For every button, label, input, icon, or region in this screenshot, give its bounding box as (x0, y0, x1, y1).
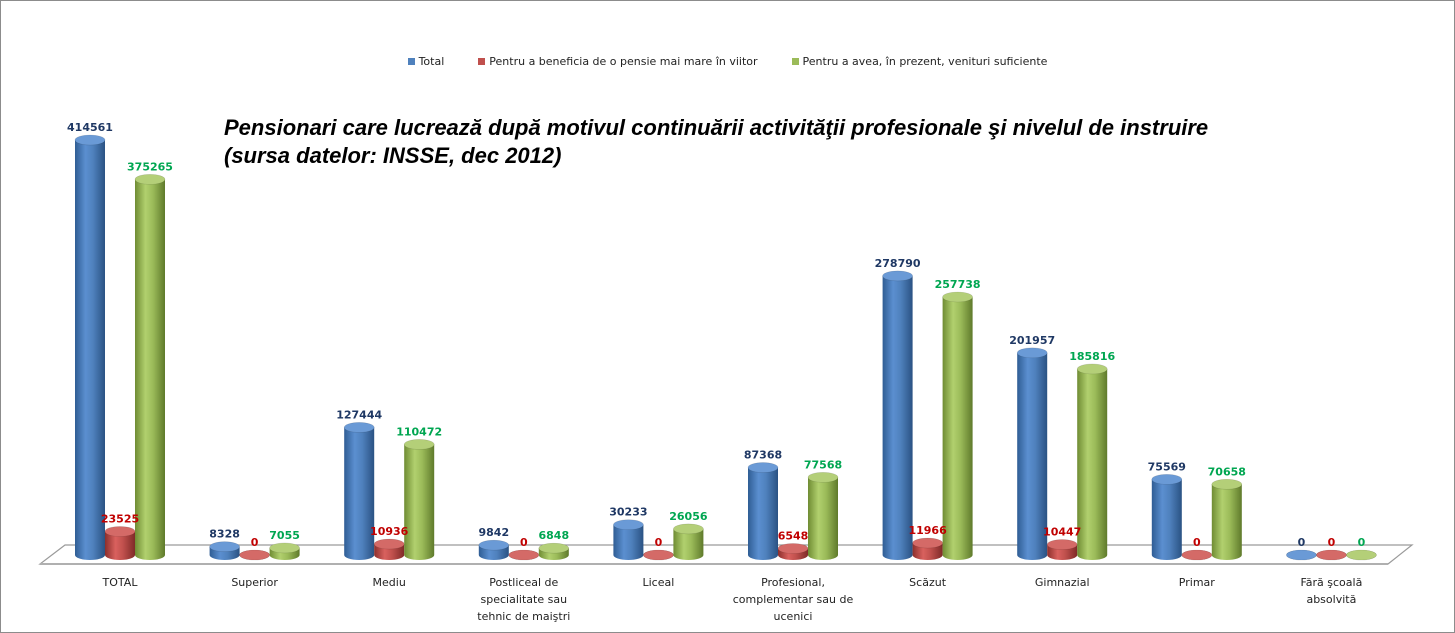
bar-mediu-series-1 (373, 538, 405, 560)
bar-total-series-1 (104, 526, 136, 560)
bar-gimnazial-series-0 (1016, 347, 1048, 560)
bar-liceal-series-0 (613, 519, 644, 560)
chart-title-main: Pensionari care lucrează după motivul co… (224, 115, 1209, 140)
value-label-sc-zut-series-0: 278790 (875, 257, 921, 270)
bar-sc-zut-series-0 (882, 270, 913, 560)
bar-profesional-complementar-sau-de-ucenici-series-2 (807, 472, 839, 560)
legend-swatch-total (407, 58, 415, 65)
value-label-gimnazial-series-1: 10447 (1043, 526, 1081, 539)
value-label-primar-series-1: 0 (1193, 536, 1201, 549)
bar-sc-zut-series-2 (942, 291, 973, 560)
value-label-liceal-series-1: 0 (655, 536, 663, 549)
value-label-liceal-series-0: 30233 (609, 506, 647, 519)
bar-profesional-complementar-sau-de-ucenici-series-0 (747, 462, 779, 560)
bar-superior-series-1 (239, 549, 270, 561)
value-label-total-series-2: 375265 (127, 160, 173, 173)
value-label-gimnazial-series-0: 201957 (1009, 334, 1055, 347)
value-label-gimnazial-series-2: 185816 (1069, 350, 1115, 363)
bar-postliceal-de-specialitate-sau-tehnic-de-mai-tri-series-0 (478, 539, 510, 560)
bar-total-series-2 (134, 174, 166, 560)
value-label-mediu-series-2: 110472 (396, 425, 442, 438)
category-label-f-r-coal-absolvit-line-1: absolvită (1306, 593, 1356, 606)
value-label-sc-zut-series-1: 11966 (908, 524, 947, 537)
bar-sc-zut-series-1 (912, 537, 943, 560)
chart-subtitle: (sursa datelor: INSSE, dec 2012) (224, 143, 562, 168)
legend-label-income: Pentru a avea, în prezent, venituri sufi… (802, 55, 1048, 68)
value-label-postliceal-de-specialitate-sau-tehnic-de-mai-tri-series-1: 0 (520, 536, 528, 549)
category-label-f-r-coal-absolvit: Fără şcoală (1300, 576, 1362, 589)
category-label-liceal: Liceal (643, 576, 675, 589)
bar-primar-series-0 (1151, 474, 1183, 560)
legend-item-pension: Pentru a beneficia de o pensie mai mare … (478, 55, 758, 68)
category-label-primar: Primar (1179, 576, 1215, 589)
value-label-total-series-0: 414561 (67, 121, 113, 134)
value-label-total-series-1: 23525 (101, 512, 139, 525)
bar-primar-series-1 (1181, 549, 1213, 561)
value-label-profesional-complementar-sau-de-ucenici-series-1: 6548 (778, 529, 809, 542)
category-label-postliceal-de-specialitate-sau-tehnic-de-mai-tri-line-2: tehnic de maiştri (477, 610, 570, 623)
bar-mediu-series-0 (343, 422, 375, 560)
bar-total-series-0 (74, 134, 106, 560)
bar-mediu-series-2 (403, 439, 435, 560)
category-label-profesional-complementar-sau-de-ucenici-line-1: complementar sau de (733, 593, 854, 606)
bar-gimnazial-series-2 (1076, 363, 1108, 560)
bar-f-r-coal-absolvit-series-0 (1286, 549, 1317, 561)
category-label-profesional-complementar-sau-de-ucenici-line-2: ucenici (774, 610, 813, 623)
category-label-sc-zut: Scăzut (909, 576, 947, 589)
value-label-superior-series-2: 7055 (269, 529, 300, 542)
legend: Total Pentru a beneficia de o pensie mai… (0, 55, 1455, 68)
legend-item-income: Pentru a avea, în prezent, venituri sufi… (791, 55, 1048, 68)
value-label-primar-series-0: 75569 (1148, 460, 1186, 473)
bar-profesional-complementar-sau-de-ucenici-series-1 (777, 543, 809, 560)
bar-gimnazial-series-1 (1046, 539, 1078, 560)
value-label-postliceal-de-specialitate-sau-tehnic-de-mai-tri-series-2: 6848 (538, 529, 569, 542)
value-label-postliceal-de-specialitate-sau-tehnic-de-mai-tri-series-0: 9842 (478, 526, 509, 539)
legend-item-total: Total (407, 55, 445, 68)
category-label-profesional-complementar-sau-de-ucenici: Profesional, (761, 576, 825, 589)
value-label-f-r-coal-absolvit-series-0: 0 (1298, 536, 1306, 549)
bar-superior-series-0 (209, 541, 240, 560)
category-label-mediu: Mediu (373, 576, 406, 589)
value-label-superior-series-1: 0 (251, 536, 259, 549)
bar-liceal-series-1 (643, 549, 674, 561)
chart-title: Pensionari care lucrează după motivul co… (224, 114, 1208, 170)
bar-f-r-coal-absolvit-series-1 (1316, 549, 1347, 561)
bar-primar-series-2 (1211, 478, 1243, 560)
value-label-profesional-complementar-sau-de-ucenici-series-0: 87368 (744, 449, 782, 462)
bar-postliceal-de-specialitate-sau-tehnic-de-mai-tri-series-2 (538, 542, 570, 560)
category-label-superior: Superior (231, 576, 278, 589)
bar-superior-series-2 (269, 542, 300, 560)
category-label-postliceal-de-specialitate-sau-tehnic-de-mai-tri-line-1: specialitate sau (481, 593, 568, 606)
value-label-f-r-coal-absolvit-series-1: 0 (1328, 536, 1336, 549)
value-label-liceal-series-2: 26056 (669, 510, 708, 523)
value-label-primar-series-2: 70658 (1208, 465, 1246, 478)
bar-postliceal-de-specialitate-sau-tehnic-de-mai-tri-series-1 (508, 549, 540, 561)
bar-liceal-series-2 (673, 523, 704, 560)
legend-swatch-pension (478, 58, 486, 65)
value-label-profesional-complementar-sau-de-ucenici-series-2: 77568 (804, 458, 842, 471)
value-label-mediu-series-0: 127444 (336, 408, 382, 421)
value-label-sc-zut-series-2: 257738 (935, 278, 981, 291)
value-label-mediu-series-1: 10936 (370, 525, 409, 538)
value-label-superior-series-0: 8328 (209, 528, 240, 541)
value-label-f-r-coal-absolvit-series-2: 0 (1358, 536, 1366, 549)
legend-label-pension: Pentru a beneficia de o pensie mai mare … (489, 55, 758, 68)
category-label-postliceal-de-specialitate-sau-tehnic-de-mai-tri: Postliceal de (489, 576, 558, 589)
category-label-gimnazial: Gimnazial (1035, 576, 1090, 589)
category-label-total: TOTAL (102, 576, 139, 589)
legend-swatch-income (791, 58, 799, 65)
bar-f-r-coal-absolvit-series-2 (1346, 549, 1377, 561)
legend-label-total: Total (418, 55, 445, 68)
